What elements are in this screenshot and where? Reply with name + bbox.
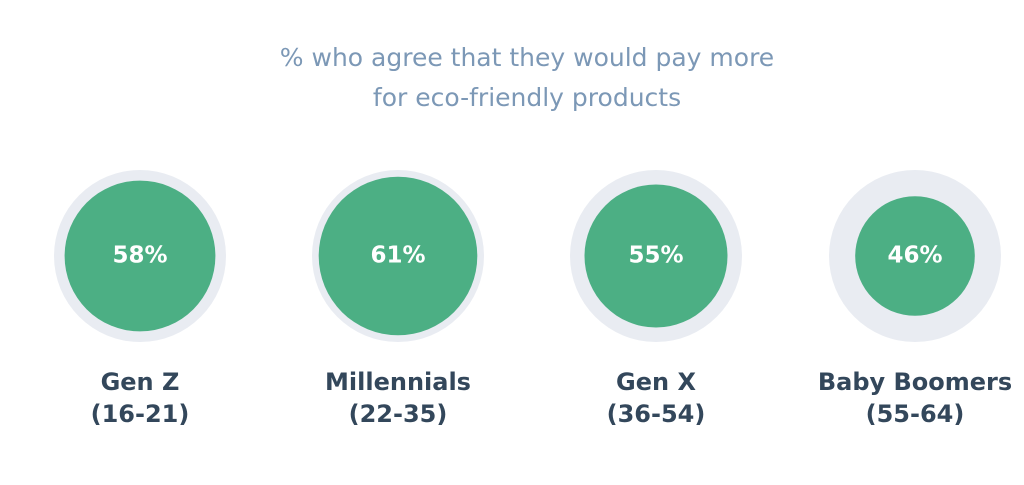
value-circle: [64, 180, 216, 332]
value-circle: [318, 176, 478, 336]
value-label: 46%: [887, 243, 942, 269]
chart-title: % who agree that they would pay more for…: [279, 43, 775, 112]
value-label: 58%: [112, 243, 167, 269]
age-range-label: (36-54): [607, 400, 706, 428]
category-label: Millennials: [325, 368, 471, 396]
value-label: 55%: [628, 243, 683, 269]
age-range-label: (16-21): [91, 400, 190, 428]
category-label: Gen X: [616, 368, 696, 396]
age-range-label: (22-35): [349, 400, 448, 428]
category-label: Gen Z: [101, 368, 180, 396]
category-label: Baby Boomers: [818, 368, 1012, 396]
value-circle: [855, 196, 975, 316]
value-circle: [584, 184, 728, 328]
age-range-label: (55-64): [866, 400, 965, 428]
value-label: 61%: [370, 243, 425, 269]
